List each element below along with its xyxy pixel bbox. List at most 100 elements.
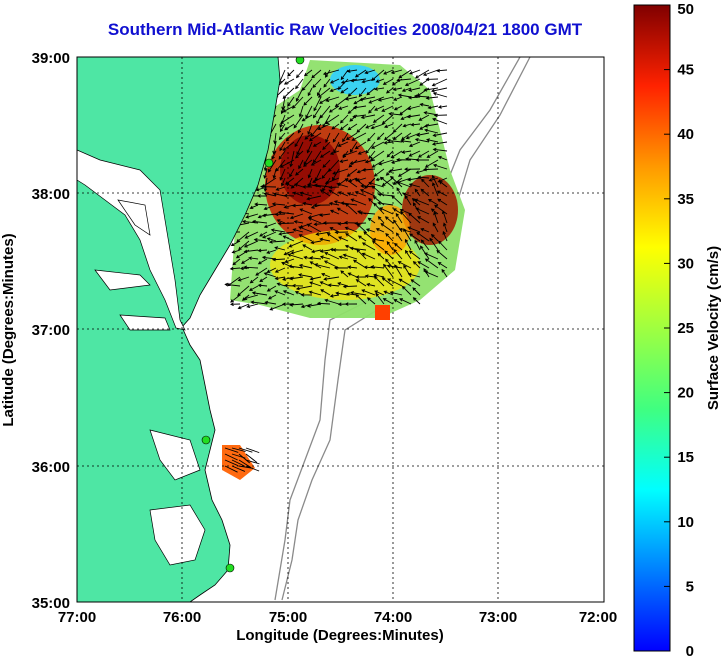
velocity-arrow [377,192,394,197]
velocity-arrow [273,132,277,145]
velocity-arrow [328,185,340,190]
velocity-arrow [420,188,430,197]
velocity-arrow [354,69,367,78]
velocity-arrow [367,132,376,142]
velocity-arrow [361,168,376,172]
velocity-arrow [419,102,430,107]
velocity-arrow [292,228,304,233]
velocity-arrow [407,95,421,100]
velocity-arrow [298,105,304,118]
velocity-arrow [301,114,313,122]
y-axis-label: Latitude (Degrees:Minutes) [0,233,17,426]
velocity-arrow [282,290,295,296]
velocity-arrow [338,105,349,110]
velocity-arrow [349,159,367,165]
velocity-arrow [348,159,358,168]
x-axis-label: Longitude (Degrees:Minutes) [236,627,444,644]
velocity-arrow [432,222,439,233]
velocity-arrow [304,132,313,140]
velocity-arrow [289,213,304,220]
velocity-arrow [391,194,403,206]
velocity-arrow [276,219,286,224]
velocity-arrow [408,87,421,92]
velocity-arrow [361,252,376,260]
velocity-arrow [288,240,304,248]
velocity-arrow [432,163,448,170]
velocity-arrow [356,223,367,233]
colorbar-label: Surface Velocity (cm/s) [705,246,722,410]
velocity-arrow [314,263,331,269]
velocity-arrow [350,78,367,83]
velocity-arrow [224,453,238,461]
velocity-arrow [384,250,394,260]
velocity-arrow [408,250,421,260]
velocity-arrow [361,78,376,84]
velocity-arrow [292,203,304,208]
velocity-arrow [371,240,385,251]
velocity-arrow [391,159,403,164]
velocity-arrow [402,192,412,197]
velocity-arrow [377,216,385,224]
velocity-arrow [279,123,286,133]
velocity-arrow [361,289,376,296]
velocity-arrow [386,150,394,158]
velocity-arrow [383,263,394,278]
velocity-arrow [329,150,340,155]
velocity-arrow [416,231,430,242]
y-tick-label: 38:00 [32,186,70,203]
velocity-arrow [392,87,403,92]
bathymetry-contours [274,57,531,601]
x-tick-label: 77:00 [58,609,96,626]
velocity-arrow [274,290,286,296]
velocity-arrow [373,273,385,278]
velocity-region-south [222,445,255,480]
velocity-arrow [312,141,322,147]
velocity-arrow [278,150,286,160]
velocity-arrow [408,183,421,188]
velocity-arrow [266,237,277,242]
velocity-arrow [283,204,295,209]
velocity-arrow [317,87,331,98]
velocity-arrow [327,283,340,288]
velocity-arrow [352,105,367,110]
velocity-arrow [335,291,349,296]
velocity-arrow [401,285,412,296]
velocity-arrow [329,78,340,84]
velocity-arrow [312,78,322,88]
velocity-arrow [259,231,268,237]
velocity-arrow [337,191,349,197]
velocity-arrow [372,114,385,123]
velocity-arrow [295,69,304,79]
velocity-arrow [361,242,376,251]
velocity-arrow [430,233,439,242]
velocity-arrow [416,132,430,137]
velocity-arrow [287,253,304,260]
velocity-arrow [309,281,322,287]
velocity-arrow [360,114,376,120]
velocity-arrow [400,139,412,143]
velocity-arrow [402,123,412,128]
colorbar-tick-label: 40 [677,126,694,143]
velocity-arrow [352,259,367,269]
velocity-arrow [443,222,448,233]
y-tick-label: 37:00 [32,322,70,339]
velocity-arrow [244,231,259,239]
velocity-arrow [422,69,439,77]
velocity-arrow [342,253,358,260]
velocity-arrows [224,68,448,473]
velocity-arrow [441,210,448,224]
velocity-arrow [344,226,358,233]
velocity-arrow [364,69,376,75]
velocity-arrow [334,96,349,108]
velocity-arrow [342,132,349,143]
velocity-arrow [298,159,304,170]
velocity-arrow [322,159,331,168]
velocity-arrow [243,240,259,248]
velocity-arrow [375,228,385,233]
velocity-arrow [231,447,246,452]
velocity-arrow [420,245,430,260]
velocity-arrow [321,272,331,278]
y-tick-label: 35:00 [32,595,70,612]
velocity-arrow [415,158,430,162]
station-marker [201,435,211,445]
